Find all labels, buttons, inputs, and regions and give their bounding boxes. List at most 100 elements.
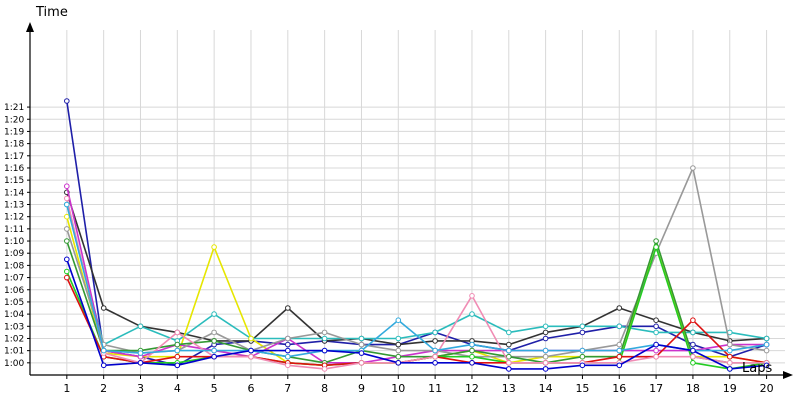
data-point bbox=[653, 341, 659, 348]
data-point bbox=[285, 335, 291, 342]
x-tick-label: 14 bbox=[539, 382, 553, 395]
data-point bbox=[616, 353, 623, 360]
data-point bbox=[506, 329, 512, 336]
data-point bbox=[321, 329, 328, 336]
data-point bbox=[506, 366, 512, 372]
data-point bbox=[653, 238, 659, 244]
series-line bbox=[66, 259, 767, 370]
data-point bbox=[174, 341, 181, 348]
data-point bbox=[174, 329, 181, 336]
y-axis-arrow bbox=[26, 22, 34, 32]
data-point bbox=[64, 98, 70, 104]
series-line bbox=[66, 198, 767, 370]
data-point bbox=[358, 335, 365, 342]
data-point bbox=[358, 341, 365, 348]
data-point bbox=[690, 165, 696, 171]
series-line bbox=[66, 240, 767, 364]
y-tick-label: 1:01 bbox=[4, 347, 24, 357]
data-point bbox=[432, 347, 438, 354]
data-point bbox=[469, 341, 475, 348]
data-point bbox=[174, 347, 181, 354]
data-point bbox=[211, 347, 217, 354]
series-group bbox=[64, 98, 770, 372]
data-point bbox=[542, 329, 549, 336]
x-axis-arrow bbox=[783, 371, 793, 379]
data-point bbox=[174, 353, 181, 360]
data-point bbox=[395, 335, 402, 342]
data-point bbox=[248, 353, 254, 360]
y-tick-label: 1:13 bbox=[4, 201, 24, 211]
x-tick-label: 4 bbox=[174, 382, 181, 395]
y-tick-label: 1:08 bbox=[4, 261, 24, 271]
data-point bbox=[64, 213, 70, 220]
data-point bbox=[579, 329, 586, 336]
x-tick-label: 2 bbox=[100, 382, 107, 395]
data-point bbox=[690, 329, 696, 336]
data-point bbox=[321, 347, 328, 354]
data-point bbox=[616, 341, 623, 348]
data-point bbox=[763, 347, 770, 354]
data-point bbox=[653, 353, 659, 360]
data-point bbox=[579, 353, 586, 360]
data-point bbox=[64, 274, 70, 281]
data-point bbox=[285, 362, 291, 369]
x-tick-label: 11 bbox=[428, 382, 442, 395]
x-tick-label: 20 bbox=[760, 382, 774, 395]
data-point bbox=[469, 347, 475, 354]
x-tick-label: 8 bbox=[321, 382, 328, 395]
data-point bbox=[137, 360, 144, 366]
series-line bbox=[66, 192, 767, 346]
data-point bbox=[321, 366, 328, 372]
x-tick-label: 3 bbox=[137, 382, 144, 395]
x-tick-label: 15 bbox=[575, 382, 589, 395]
data-point bbox=[653, 323, 659, 330]
data-point bbox=[469, 360, 475, 366]
data-point bbox=[64, 201, 70, 208]
data-point bbox=[727, 353, 733, 360]
data-point bbox=[64, 268, 70, 275]
data-point bbox=[248, 335, 254, 342]
data-point bbox=[579, 362, 586, 369]
y-tick-label: 1:16 bbox=[4, 164, 24, 174]
y-tick-label: 1:21 bbox=[4, 103, 24, 113]
x-tick-label: 13 bbox=[502, 382, 516, 395]
data-point bbox=[64, 256, 70, 263]
data-point bbox=[432, 329, 438, 336]
data-point bbox=[64, 238, 70, 244]
data-point bbox=[64, 183, 70, 189]
x-tick-labels: 1 2 3 4 5 6 7 8 9 10 11 12 13 14 15 16 17 18 19 20 bbox=[63, 375, 774, 395]
data-point bbox=[690, 347, 696, 354]
data-point bbox=[616, 323, 623, 330]
data-point bbox=[432, 353, 438, 360]
data-point bbox=[506, 360, 512, 366]
data-point bbox=[690, 353, 696, 360]
x-tick-label: 18 bbox=[686, 382, 700, 395]
series-line bbox=[66, 100, 767, 367]
data-point bbox=[579, 347, 586, 354]
data-point bbox=[616, 305, 623, 311]
data-point bbox=[211, 329, 217, 336]
y-tick-label: 1:18 bbox=[4, 140, 24, 150]
data-point bbox=[285, 305, 291, 311]
series-12 bbox=[64, 256, 770, 372]
data-point bbox=[211, 353, 217, 360]
data-point bbox=[727, 347, 733, 354]
data-point bbox=[653, 329, 659, 336]
x-tick-label: 10 bbox=[391, 382, 405, 395]
data-point bbox=[285, 341, 291, 348]
data-point bbox=[469, 293, 475, 299]
y-tick-labels: 1:00 1:01 1:02 1:03 1:04 1:05 1:06 1:07 1:08 1:09… bbox=[4, 103, 30, 369]
data-point bbox=[763, 362, 770, 369]
series-10 bbox=[64, 195, 770, 372]
data-point bbox=[211, 244, 217, 250]
data-point bbox=[358, 360, 365, 366]
data-point bbox=[542, 335, 549, 342]
y-tick-label: 1:05 bbox=[4, 298, 24, 308]
y-axis-title: Time bbox=[35, 5, 68, 20]
y-tick-label: 1:14 bbox=[4, 188, 24, 198]
data-point bbox=[653, 347, 659, 354]
y-tick-label: 1:19 bbox=[4, 127, 24, 137]
series-line bbox=[66, 204, 767, 358]
series-11 bbox=[64, 201, 770, 360]
data-point bbox=[690, 317, 696, 324]
